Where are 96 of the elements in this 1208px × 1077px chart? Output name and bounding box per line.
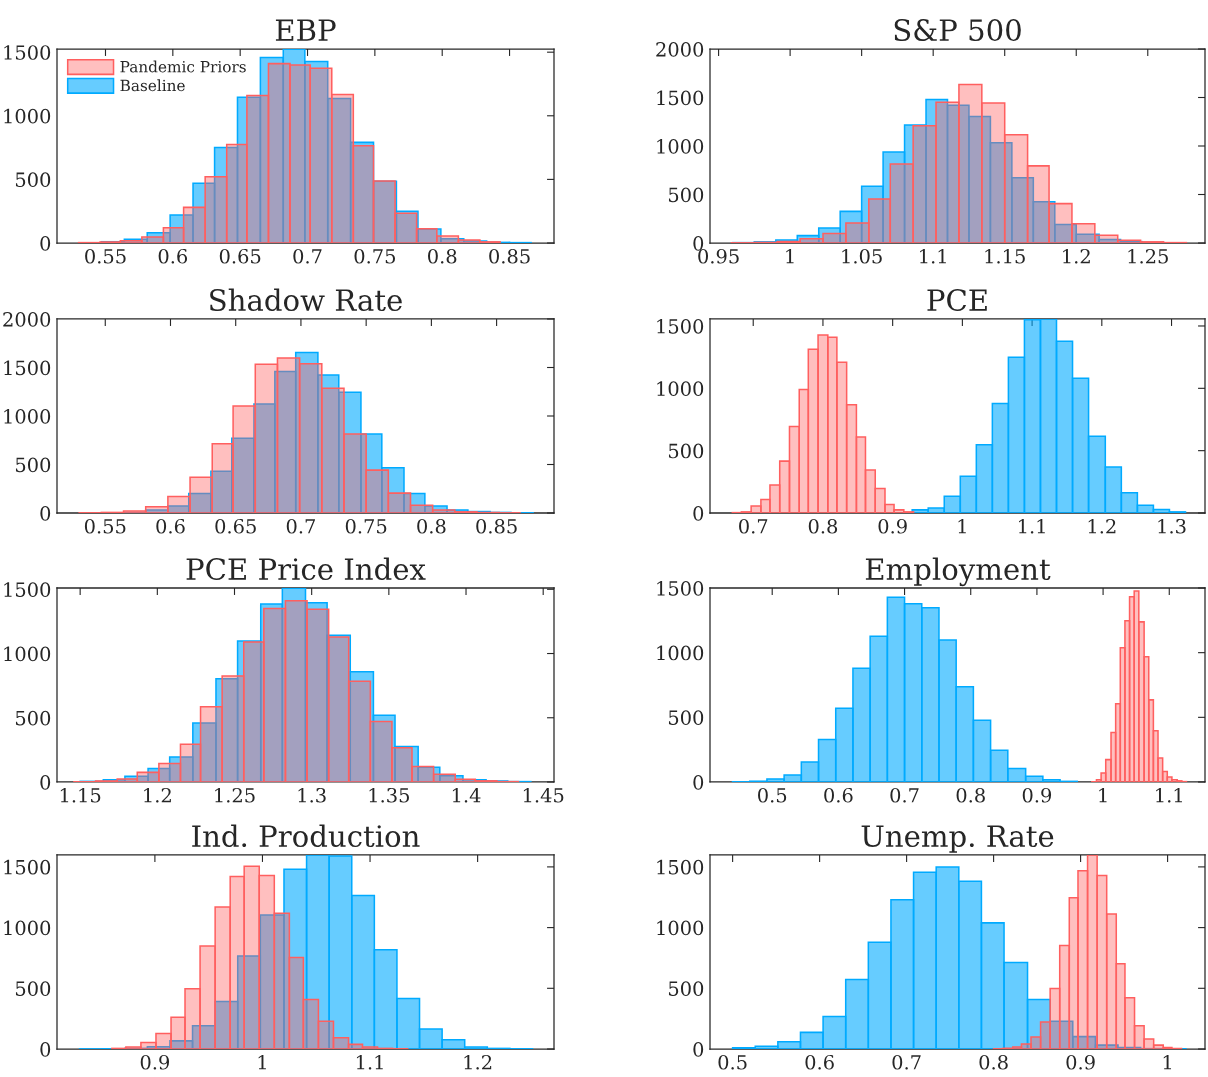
chart-title: Shadow Rate [210, 288, 402, 312]
x-tick-label: 1 [786, 248, 794, 264]
x-tick-label: 0.8 [417, 518, 446, 534]
y-tick-label: 500 [15, 710, 51, 726]
x-tick-label: 0.6 [158, 248, 188, 264]
x-tick-label: 0.85 [476, 518, 517, 534]
y-tick-label: 1500 [4, 582, 51, 597]
x-tick-label: 0.95 [698, 248, 739, 264]
x-tick-label: 1.3 [298, 787, 326, 803]
x-tick-label: 0.6 [156, 518, 185, 534]
x-tick-label: 0.5 [758, 787, 787, 803]
y-tick-label: 1500 [4, 360, 51, 376]
y-tick-label: 1500 [657, 580, 704, 596]
chart-title: Unemp. Rate [861, 825, 1054, 853]
x-tick-label: 0.6 [824, 787, 853, 803]
x-tick-label: 1.15 [60, 787, 101, 803]
x-tick-label: 1.1 [1156, 787, 1182, 803]
y-tick-label: 0 [40, 774, 51, 790]
chart-title: S&P 500 [894, 19, 1021, 42]
chart-title: Ind. Production [192, 824, 420, 848]
x-tick-label: 0.9 [140, 1054, 170, 1070]
x-tick-label: 1.05 [842, 248, 882, 264]
y-tick-label: 0 [693, 235, 704, 251]
x-tick-label: 1 [1163, 1054, 1172, 1070]
x-tick-label: 1.45 [523, 787, 564, 803]
x-tick-label: 0.9 [1022, 787, 1052, 803]
y-tick-label: 0 [40, 1041, 51, 1057]
x-tick-label: 0.7 [892, 1054, 921, 1070]
x-tick-label: 0.7 [890, 787, 919, 803]
x-tick-label: 1.1 [920, 248, 946, 264]
x-tick-label: 0.75 [354, 248, 396, 264]
y-tick-label: 1500 [657, 859, 704, 875]
x-tick-label: 0.7 [739, 518, 768, 534]
x-tick-label: 0.6 [805, 1054, 834, 1070]
y-tick-label: 1000 [657, 920, 704, 936]
x-tick-label: 1.1 [1019, 518, 1045, 534]
y-tick-label: 1500 [4, 45, 51, 60]
x-tick-label: 0.65 [215, 518, 256, 534]
legend-label: Baseline [120, 79, 185, 92]
chart-title: EBP [275, 19, 336, 41]
y-tick-label: 1000 [657, 645, 704, 661]
x-tick-label: 0.75 [345, 518, 387, 534]
x-tick-label: 0.55 [84, 518, 126, 534]
y-tick-label: 1500 [657, 318, 704, 334]
x-tick-label: 1.25 [215, 787, 255, 803]
legend-label: Pandemic Priors [120, 60, 246, 73]
y-tick-label: 500 [668, 710, 704, 725]
x-tick-label: 0.7 [286, 518, 315, 534]
y-tick-label: 0 [40, 505, 51, 521]
y-tick-label: 0 [40, 235, 51, 251]
x-tick-label: 0.65 [219, 248, 261, 264]
x-tick-label: 0.55 [85, 248, 126, 264]
y-tick-label: 1000 [4, 920, 51, 936]
y-tick-label: 1500 [657, 90, 704, 106]
x-tick-label: 0.8 [956, 787, 985, 803]
x-tick-label: 0.8 [428, 248, 457, 264]
y-tick-label: 500 [15, 457, 51, 473]
x-tick-label: 0.85 [489, 248, 530, 264]
x-tick-label: 0.9 [1066, 1054, 1095, 1070]
y-tick-label: 0 [693, 1041, 704, 1057]
x-tick-label: 1 [258, 1054, 266, 1070]
y-tick-label: 1000 [4, 108, 51, 124]
y-tick-label: 500 [668, 187, 704, 203]
y-tick-label: 500 [668, 443, 704, 459]
chart-title: PCE [927, 289, 987, 312]
y-tick-label: 0 [693, 774, 704, 790]
y-tick-label: 1000 [4, 646, 51, 662]
x-tick-label: 0.9 [878, 518, 907, 534]
x-tick-label: 1.2 [1088, 518, 1116, 534]
y-tick-label: 2000 [3, 311, 51, 327]
x-tick-label: 1.4 [452, 787, 481, 803]
x-tick-label: 0.7 [293, 248, 322, 264]
chart-title: Employment [865, 557, 1051, 587]
y-tick-label: 500 [15, 981, 51, 996]
chart-title: PCE Price Index [186, 557, 426, 581]
x-tick-label: 0.8 [808, 518, 838, 534]
y-tick-label: 2000 [656, 41, 704, 57]
x-tick-label: 1.2 [1063, 248, 1090, 264]
x-tick-label: 1.2 [464, 1054, 492, 1070]
y-tick-label: 1500 [4, 859, 51, 875]
y-tick-label: 0 [693, 505, 704, 521]
x-tick-label: 1.2 [144, 787, 171, 803]
x-tick-label: 1 [958, 518, 966, 534]
x-tick-label: 1.1 [356, 1054, 383, 1070]
x-tick-label: 0.5 [718, 1054, 747, 1070]
x-tick-label: 0.8 [979, 1054, 1008, 1070]
x-tick-label: 1.25 [1128, 248, 1168, 264]
y-tick-label: 1000 [4, 408, 51, 424]
x-tick-label: 1.35 [369, 787, 409, 803]
y-tick-label: 500 [668, 981, 704, 996]
y-tick-label: 1000 [657, 138, 704, 154]
x-tick-label: 1 [1099, 787, 1107, 803]
y-tick-label: 500 [15, 172, 51, 188]
x-tick-label: 1.3 [1158, 518, 1186, 534]
x-tick-label: 1.15 [985, 248, 1025, 264]
y-tick-label: 1000 [657, 381, 704, 396]
